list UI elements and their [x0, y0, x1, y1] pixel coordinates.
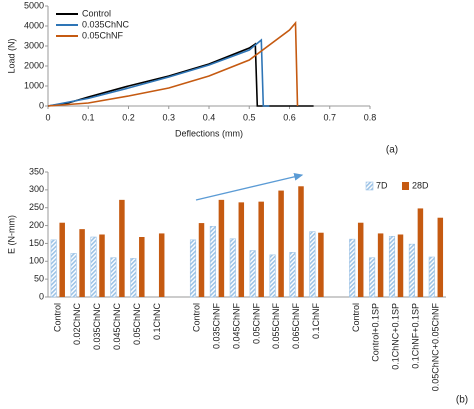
bar — [357, 222, 364, 297]
bar — [369, 257, 376, 298]
bar — [119, 199, 125, 297]
x-tick-label: Control — [52, 303, 62, 332]
bar — [189, 239, 197, 298]
x-tick-label: 0.3 — [162, 112, 175, 122]
y-tick-label: 0 — [39, 291, 44, 301]
y-axis-label: E (N-mm) — [6, 215, 16, 254]
x-tick-label: 0.035ChNF — [212, 303, 222, 350]
bar — [278, 190, 284, 297]
bar — [50, 239, 57, 298]
y-tick-label: 4000 — [24, 20, 44, 30]
bar — [238, 202, 245, 297]
x-tick-label: 0.05ChNC+0.05ChNF — [430, 302, 440, 391]
bar — [408, 243, 415, 298]
y-tick-label: 100 — [29, 256, 44, 266]
y-tick-label: 50 — [34, 274, 44, 284]
legend-label: 28D — [412, 180, 429, 190]
bar — [397, 234, 404, 297]
y-tick-label: 150 — [29, 238, 44, 248]
x-tick-label: 0.6 — [283, 112, 296, 122]
bar — [70, 253, 77, 298]
x-tick-label: 0.7 — [323, 112, 336, 122]
bar — [298, 186, 304, 297]
legend-label: 0.05ChNF — [82, 30, 124, 40]
line — [47, 38, 270, 107]
y-tick-label: 250 — [29, 202, 44, 212]
bar — [249, 250, 256, 298]
bar — [59, 222, 65, 297]
bar — [318, 232, 324, 297]
bar — [110, 257, 117, 298]
y-tick-label: 1000 — [24, 80, 44, 90]
bar — [437, 217, 444, 297]
bar — [158, 233, 165, 297]
bar — [139, 237, 145, 297]
x-tick-label: 0.1ChNC — [152, 303, 162, 341]
bar — [428, 256, 435, 298]
x-tick-label: 0.055ChNF — [271, 303, 281, 350]
bar — [349, 238, 356, 298]
bar — [258, 201, 264, 297]
bar — [269, 254, 276, 298]
legend-label: 0.035ChNC — [82, 19, 130, 29]
y-tick-label: 300 — [29, 184, 44, 194]
y-axis-label: Load (N) — [6, 38, 16, 73]
x-tick-label: 0.1ChNF — [311, 303, 321, 340]
bar — [388, 235, 396, 298]
x-tick-label: 0.1ChNF+0.1SP — [411, 303, 421, 369]
annotation: (b) — [456, 395, 468, 406]
legend-label: 7D — [376, 180, 388, 190]
x-tick-label: 0.8 — [364, 112, 377, 122]
legend-swatch — [402, 182, 409, 190]
x-tick-label: 0.1 — [82, 112, 95, 122]
y-tick-label: 3000 — [24, 40, 44, 50]
bar — [309, 231, 316, 298]
y-tick-label: 0 — [39, 100, 44, 110]
x-tick-label: Control — [351, 303, 361, 332]
line — [47, 20, 299, 107]
legend-swatch — [365, 181, 374, 191]
bar — [377, 233, 384, 297]
x-tick-label: 0.065ChNF — [291, 303, 301, 350]
x-tick-label: Control+0.1SP — [371, 303, 381, 362]
bar — [218, 199, 225, 297]
y-tick-label: 200 — [29, 220, 44, 230]
y-tick-label: 350 — [29, 166, 44, 176]
x-tick-label: 0.05ChNC — [132, 303, 142, 346]
x-axis-label: Deflections (mm) — [175, 128, 243, 138]
x-tick-label: 0.035ChNC — [92, 303, 102, 351]
x-tick-label: 0 — [45, 112, 50, 122]
bar — [229, 238, 236, 298]
legend-label: Control — [82, 8, 111, 18]
bar — [130, 258, 137, 298]
bar — [417, 208, 424, 297]
bar — [209, 225, 216, 298]
x-tick-label: 0.5 — [243, 112, 256, 122]
x-tick-label: 0.045ChNC — [112, 303, 122, 351]
x-tick-label: 0.1ChNC+0.1SP — [391, 303, 401, 370]
trend-arrow — [195, 172, 304, 201]
y-tick-label: 5000 — [24, 0, 44, 10]
x-tick-label: 0.4 — [203, 112, 216, 122]
bar — [90, 236, 97, 298]
x-tick-label: 0.02ChNC — [72, 303, 82, 346]
line — [47, 42, 314, 107]
x-tick-label: Control — [192, 303, 202, 332]
y-tick-label: 2000 — [24, 60, 44, 70]
x-tick-label: 0.045ChNF — [231, 303, 241, 350]
bar — [289, 252, 296, 298]
bar — [198, 223, 205, 297]
bar — [99, 234, 105, 297]
annotation: (a) — [386, 145, 398, 156]
x-tick-label: 0.2 — [122, 112, 135, 122]
x-tick-label: 0.05ChNF — [251, 303, 261, 345]
bar — [79, 229, 85, 297]
